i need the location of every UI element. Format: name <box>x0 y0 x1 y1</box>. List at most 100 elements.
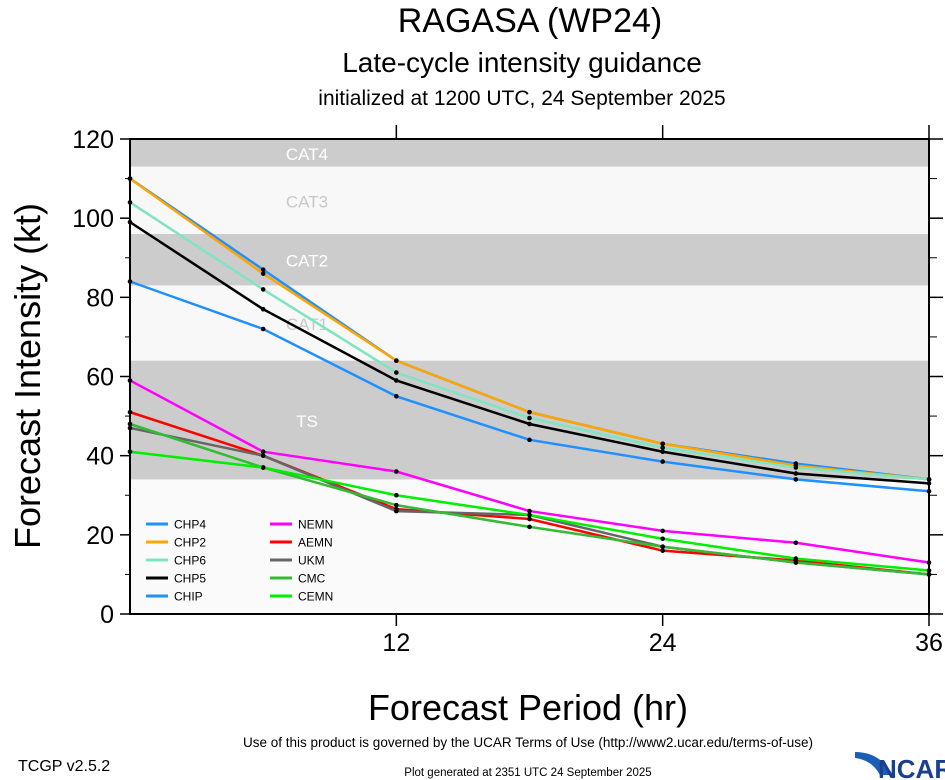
data-point <box>660 449 665 455</box>
band-cat4 <box>130 139 929 167</box>
data-point <box>926 481 932 486</box>
data-point <box>793 477 799 482</box>
data-point <box>127 279 133 284</box>
band-label: TS <box>296 412 318 431</box>
series-label: UKM <box>298 554 325 568</box>
x-axis-label: Forecast Period (hr) <box>368 687 688 728</box>
data-point <box>127 200 133 205</box>
data-point <box>660 445 665 451</box>
series-label-item: CHIP <box>146 590 203 604</box>
series-label: AEMN <box>298 536 333 550</box>
band-label: CAT3 <box>286 192 328 211</box>
data-point <box>926 568 932 573</box>
data-point <box>660 528 665 534</box>
data-point <box>527 437 532 443</box>
data-point <box>260 267 266 272</box>
band-cat2 <box>130 234 929 286</box>
y-tick-label: 120 <box>72 126 114 154</box>
data-point <box>260 271 266 276</box>
generated-label: Plot generated at 2351 UTC 24 September … <box>404 767 651 779</box>
data-point <box>793 540 799 546</box>
band-label: CAT4 <box>286 145 328 164</box>
series-label-item: CHP4 <box>146 518 206 532</box>
data-point <box>660 459 665 464</box>
data-point <box>127 409 133 415</box>
y-tick-label: 100 <box>72 205 114 233</box>
data-point <box>793 556 799 561</box>
data-point <box>394 358 399 363</box>
data-point <box>926 488 932 494</box>
data-point <box>527 512 532 518</box>
y-tick-label: 40 <box>86 443 114 471</box>
data-point <box>660 548 665 553</box>
series-label-item: UKM <box>270 554 325 568</box>
data-point <box>394 502 399 508</box>
data-point <box>260 465 266 470</box>
data-point <box>260 287 266 292</box>
series-label-item: AEMN <box>270 536 333 550</box>
band-cat1 <box>130 285 929 361</box>
y-tick-label: 80 <box>86 284 114 312</box>
data-point <box>926 572 932 577</box>
data-point <box>527 508 532 514</box>
data-point <box>127 219 133 225</box>
series-label: NEMN <box>298 518 333 532</box>
y-tick-label: 60 <box>86 364 114 392</box>
data-point <box>127 421 133 427</box>
version-label: TCGP v2.5.2 <box>18 758 110 775</box>
series-label: CHP6 <box>174 554 206 568</box>
y-axis-label: Forecast Intensity (kt) <box>7 203 48 549</box>
data-point <box>926 477 932 482</box>
series-label: CMC <box>298 572 326 586</box>
data-point <box>127 378 133 383</box>
series-label-item: CMC <box>270 572 326 586</box>
ncar-logo-text: NCAR <box>878 754 945 780</box>
terms-of-use: Use of this product is governed by the U… <box>243 735 813 750</box>
series-label: CHP5 <box>174 572 206 586</box>
data-point <box>260 326 266 332</box>
series-label-item: NEMN <box>270 518 333 532</box>
data-point <box>260 306 266 312</box>
init-line: initialized at 1200 UTC, 24 September 20… <box>318 87 725 110</box>
data-point <box>527 409 532 415</box>
chart-subtitle: Late-cycle intensity guidance <box>342 47 702 78</box>
series-label: CHP2 <box>174 536 206 550</box>
x-tick-label: 24 <box>649 629 677 657</box>
y-tick-label: 0 <box>100 601 114 629</box>
ncar-logo: NCAR <box>855 752 945 780</box>
data-point <box>127 425 133 431</box>
data-point <box>127 449 133 455</box>
data-point <box>793 465 799 470</box>
data-point <box>260 453 266 458</box>
band-label: CAT1 <box>286 315 328 334</box>
data-point <box>394 469 399 474</box>
data-point <box>660 441 665 447</box>
data-point <box>660 544 665 550</box>
data-point <box>127 176 133 181</box>
data-point <box>394 370 399 375</box>
series-label: CEMN <box>298 590 333 604</box>
data-point <box>660 536 665 542</box>
x-tick-label: 36 <box>915 629 943 657</box>
data-point <box>527 516 532 522</box>
data-point <box>394 393 399 399</box>
data-point <box>926 560 932 565</box>
data-point <box>793 471 799 476</box>
data-point <box>527 415 532 421</box>
data-point <box>527 524 532 530</box>
series-label-item: CEMN <box>270 590 333 604</box>
series-label-item: CHP5 <box>146 572 206 586</box>
series-label: CHP4 <box>174 518 206 532</box>
data-point <box>260 449 266 455</box>
series-label-item: CHP2 <box>146 536 206 550</box>
x-tick-label: 12 <box>382 629 410 657</box>
data-point <box>394 508 399 514</box>
series-label: CHIP <box>174 590 203 604</box>
data-point <box>394 378 399 383</box>
data-point <box>394 492 399 498</box>
band-label: CAT2 <box>286 252 328 271</box>
y-tick-label: 20 <box>86 522 114 550</box>
band-cat3 <box>130 166 929 234</box>
chart-title: RAGASA (WP24) <box>398 2 663 40</box>
